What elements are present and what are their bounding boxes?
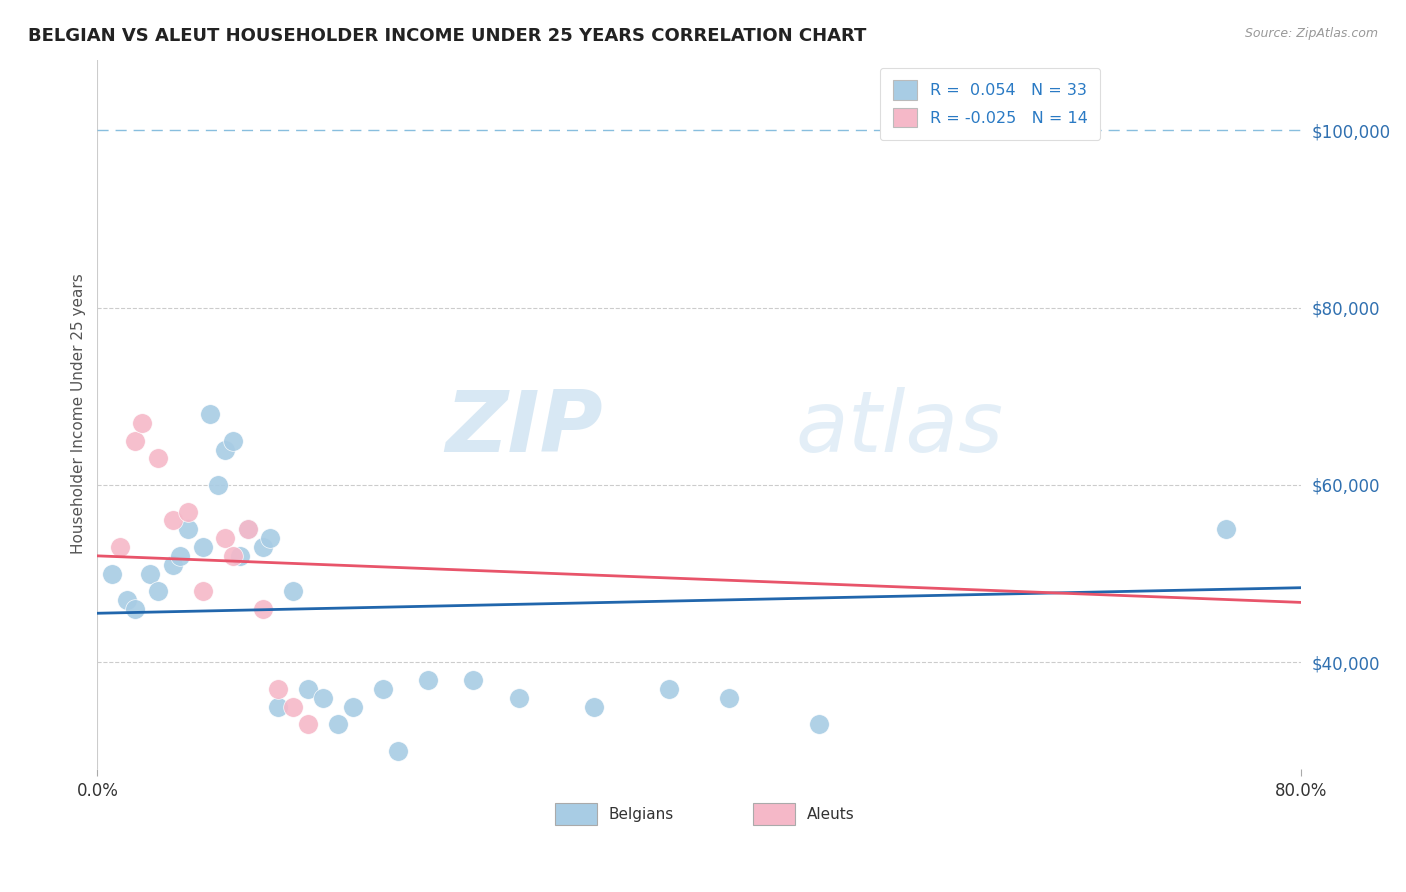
Point xyxy=(281,584,304,599)
Point xyxy=(124,434,146,448)
Y-axis label: Householder Income Under 25 years: Householder Income Under 25 years xyxy=(72,274,86,555)
Point xyxy=(252,602,274,616)
Point xyxy=(198,407,221,421)
Point xyxy=(176,522,198,536)
Legend: R =  0.054   N = 33, R = -0.025   N = 14: R = 0.054 N = 33, R = -0.025 N = 14 xyxy=(880,68,1101,140)
Point xyxy=(214,442,236,457)
Point xyxy=(312,690,335,705)
Point xyxy=(463,673,485,687)
Point xyxy=(222,549,245,563)
Point xyxy=(508,690,530,705)
Point xyxy=(582,699,605,714)
Point xyxy=(267,699,290,714)
Point xyxy=(191,584,214,599)
Point xyxy=(139,566,162,581)
Point xyxy=(169,549,191,563)
Point xyxy=(236,522,259,536)
Text: Aleuts: Aleuts xyxy=(807,807,855,822)
Point xyxy=(207,478,229,492)
Point xyxy=(131,416,153,430)
Point xyxy=(236,522,259,536)
Point xyxy=(124,602,146,616)
Point xyxy=(214,531,236,545)
Text: Source: ZipAtlas.com: Source: ZipAtlas.com xyxy=(1244,27,1378,40)
Point xyxy=(222,434,245,448)
Point xyxy=(229,549,252,563)
Point xyxy=(281,699,304,714)
Text: ZIP: ZIP xyxy=(446,387,603,470)
Point xyxy=(418,673,440,687)
Point xyxy=(373,681,395,696)
Point xyxy=(259,531,281,545)
Point xyxy=(658,681,681,696)
Point xyxy=(162,513,184,527)
Text: BELGIAN VS ALEUT HOUSEHOLDER INCOME UNDER 25 YEARS CORRELATION CHART: BELGIAN VS ALEUT HOUSEHOLDER INCOME UNDE… xyxy=(28,27,866,45)
Point xyxy=(146,451,169,466)
Point xyxy=(387,744,409,758)
Point xyxy=(252,540,274,554)
Point xyxy=(176,504,198,518)
Text: atlas: atlas xyxy=(796,387,1004,470)
Point xyxy=(267,681,290,696)
Point xyxy=(146,584,169,599)
FancyBboxPatch shape xyxy=(754,803,796,825)
Point xyxy=(162,558,184,572)
FancyBboxPatch shape xyxy=(554,803,596,825)
Point xyxy=(297,717,319,731)
Point xyxy=(326,717,349,731)
Point xyxy=(342,699,364,714)
Point xyxy=(117,593,139,607)
Point xyxy=(1215,522,1237,536)
Point xyxy=(808,717,831,731)
Point xyxy=(108,540,131,554)
Text: Belgians: Belgians xyxy=(609,807,673,822)
Point xyxy=(297,681,319,696)
Point xyxy=(101,566,124,581)
Point xyxy=(718,690,741,705)
Point xyxy=(191,540,214,554)
